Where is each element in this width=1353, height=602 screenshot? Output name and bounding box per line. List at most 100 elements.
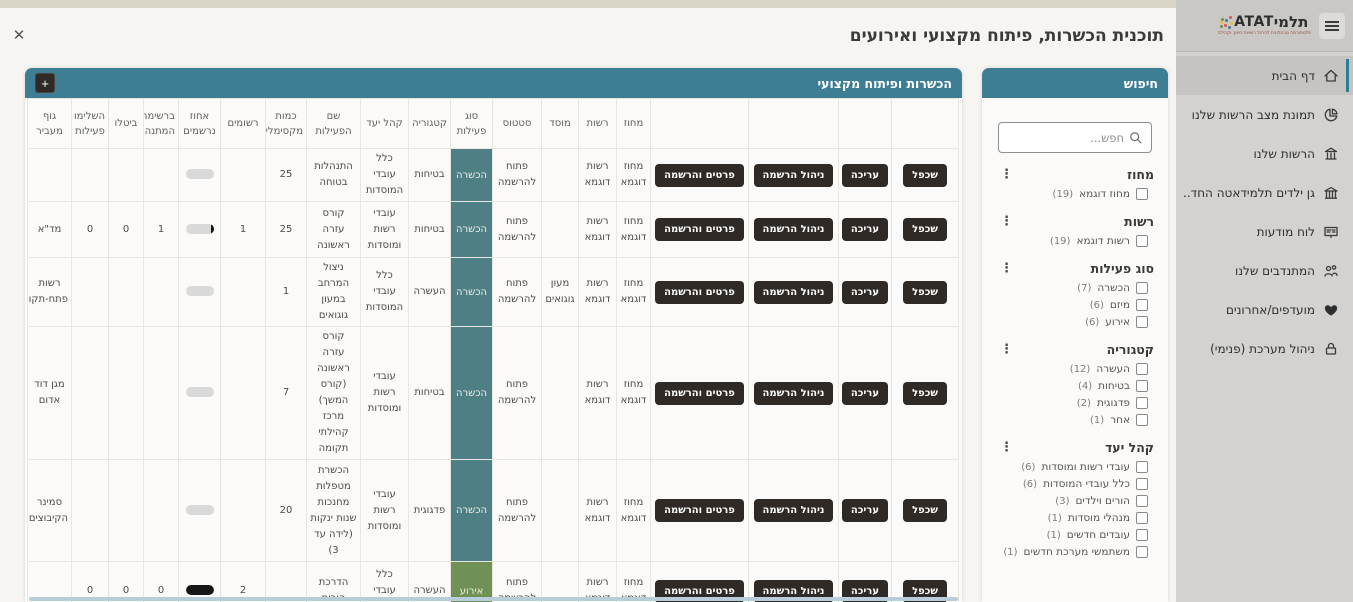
sidebar-item-our-authority[interactable]: הרשות שלנו [1176, 134, 1353, 173]
close-icon[interactable]: ✕ [10, 26, 28, 44]
edit-button[interactable]: עריכה [841, 381, 888, 405]
filter-option[interactable]: מחוז דוגמא (19) [996, 188, 1148, 200]
table-cell: רשות פתח-תקווה [27, 257, 72, 327]
filter-checkbox[interactable] [1136, 495, 1148, 507]
kebab-menu-icon[interactable]: ⋮ [1000, 167, 1013, 182]
filter-option[interactable]: הכשרה (7) [996, 282, 1148, 294]
filter-option-count: (4) [1077, 380, 1093, 392]
filter-option[interactable]: העשרה (12) [996, 363, 1148, 375]
progress-pill [185, 585, 214, 595]
filter-option[interactable]: הורים וילדים (3) [996, 495, 1148, 507]
details-registration-button[interactable]: פרטים והרשמה [655, 381, 744, 405]
filter-option[interactable]: פדגוגית (2) [996, 397, 1148, 409]
filter-checkbox[interactable] [1136, 188, 1148, 200]
sidebar-item-kindergarten[interactable]: גן ילדים תלמידאטה החד... [1176, 173, 1353, 212]
table-cell: רשות דוגמא [578, 148, 617, 202]
filter-option-count: (6) [1021, 461, 1036, 473]
filter-option[interactable]: אירוע (6) [996, 316, 1148, 328]
action-cell: שכפל [891, 148, 959, 202]
activity-type-cell: הכשרה [450, 459, 493, 562]
sidebar-item-bulletin-board[interactable]: לוח מודעות [1176, 212, 1353, 251]
action-cell: פרטים והרשמה [650, 148, 749, 202]
manage-registration-button[interactable]: ניהול הרשמה [753, 280, 834, 304]
edit-button[interactable]: עריכה [841, 163, 888, 187]
filter-checkbox[interactable] [1136, 282, 1148, 294]
duplicate-button[interactable]: שכפל [903, 381, 947, 405]
details-registration-button[interactable]: פרטים והרשמה [655, 280, 744, 304]
edit-button[interactable]: עריכה [841, 579, 888, 602]
heart-icon [1322, 301, 1339, 318]
table-cell [541, 148, 579, 202]
filter-checkbox[interactable] [1136, 397, 1148, 409]
filter-checkbox[interactable] [1136, 299, 1148, 311]
duplicate-button[interactable]: שכפל [903, 499, 947, 522]
manage-registration-button[interactable]: ניהול הרשמה [753, 218, 834, 241]
filter-option[interactable]: עובדים חדשים (1) [996, 529, 1148, 541]
filter-checkbox[interactable] [1136, 512, 1148, 524]
kebab-menu-icon[interactable]: ⋮ [1000, 261, 1013, 276]
details-registration-button[interactable]: פרטים והרשמה [655, 218, 744, 241]
search-box [998, 122, 1152, 153]
manage-registration-button[interactable]: ניהול הרשמה [753, 499, 834, 522]
kebab-menu-icon[interactable]: ⋮ [1000, 440, 1013, 455]
table-cell: 1 [220, 201, 266, 258]
details-registration-button[interactable]: פרטים והרשמה [655, 163, 744, 187]
table-cell: בטיחות [408, 148, 451, 202]
edit-button[interactable]: עריכה [841, 280, 888, 304]
filter-option-label: אירוע [1105, 316, 1130, 328]
sidebar-item-favorites-recents[interactable]: מועדפים/אחרונים [1176, 290, 1353, 329]
manage-registration-button[interactable]: ניהול הרשמה [753, 381, 834, 405]
sidebar-item-our-volunteers[interactable]: המתנדבים שלנו [1176, 251, 1353, 290]
filter-checkbox[interactable] [1136, 380, 1148, 392]
filter-option[interactable]: משתמשי מערכת חדשים (1) [996, 546, 1148, 558]
duplicate-button[interactable]: שכפל [903, 579, 947, 602]
add-training-button[interactable]: + [35, 73, 55, 93]
filter-option-label: עובדים חדשים [1066, 529, 1130, 541]
filter-option[interactable]: אחר (1) [996, 414, 1148, 426]
filter-option-count: (1) [1003, 546, 1018, 558]
filter-option[interactable]: כלל עובדי המוסדות (6) [996, 478, 1148, 490]
filter-option-label: אחר [1110, 414, 1130, 426]
kebab-menu-icon[interactable]: ⋮ [1000, 342, 1013, 357]
filter-checkbox[interactable] [1136, 235, 1148, 247]
column-header: ביטלו [108, 98, 144, 149]
hamburger-menu-button[interactable] [1319, 12, 1345, 39]
table-cell [27, 148, 72, 202]
sidebar-item-system-admin[interactable]: ניהול מערכת (פנימי) [1176, 329, 1353, 368]
table-cell: מחוז דוגמא [616, 561, 651, 602]
table-cell: העשרה [408, 561, 451, 602]
filter-option[interactable]: מיזם (6) [996, 299, 1148, 311]
edit-button[interactable]: עריכה [841, 218, 888, 241]
filter-checkbox[interactable] [1136, 363, 1148, 375]
filter-option[interactable]: רשות דוגמא (19) [996, 235, 1148, 247]
filter-group-title: סוג פעילות [1090, 261, 1154, 276]
table-cell: רשות דוגמא [578, 459, 617, 562]
edit-button[interactable]: עריכה [841, 499, 888, 522]
filter-checkbox[interactable] [1136, 529, 1148, 541]
filter-checkbox[interactable] [1136, 546, 1148, 558]
duplicate-button[interactable]: שכפל [903, 218, 947, 241]
filter-option[interactable]: בטיחות (4) [996, 380, 1148, 392]
horizontal-scrollbar[interactable] [29, 597, 958, 601]
filter-option[interactable]: עובדי רשות ומוסדות (6) [996, 461, 1148, 473]
progress-pill [185, 387, 214, 397]
filter-checkbox[interactable] [1136, 414, 1148, 426]
search-input[interactable] [1007, 130, 1124, 145]
duplicate-button[interactable]: שכפל [903, 163, 947, 187]
duplicate-button[interactable]: שכפל [903, 280, 947, 304]
filter-checkbox[interactable] [1136, 461, 1148, 473]
sidebar-item-home[interactable]: דף הבית [1176, 56, 1353, 95]
details-registration-button[interactable]: פרטים והרשמה [655, 499, 744, 522]
table-cell: סמינר הקיבוצים [27, 459, 72, 562]
registration-progress-cell [178, 459, 221, 562]
filter-option[interactable]: מנהלי מוסדות (1) [996, 512, 1148, 524]
sidebar-item-authority-snapshot[interactable]: תמונת מצב הרשות שלנו [1176, 95, 1353, 134]
filter-checkbox[interactable] [1136, 478, 1148, 490]
manage-registration-button[interactable]: ניהול הרשמה [753, 163, 834, 187]
manage-registration-button[interactable]: ניהול הרשמה [753, 579, 834, 602]
kebab-menu-icon[interactable]: ⋮ [1000, 214, 1013, 229]
table-cell: פתוח להרשמה [492, 201, 542, 258]
details-registration-button[interactable]: פרטים והרשמה [655, 579, 744, 602]
filter-checkbox[interactable] [1136, 316, 1148, 328]
